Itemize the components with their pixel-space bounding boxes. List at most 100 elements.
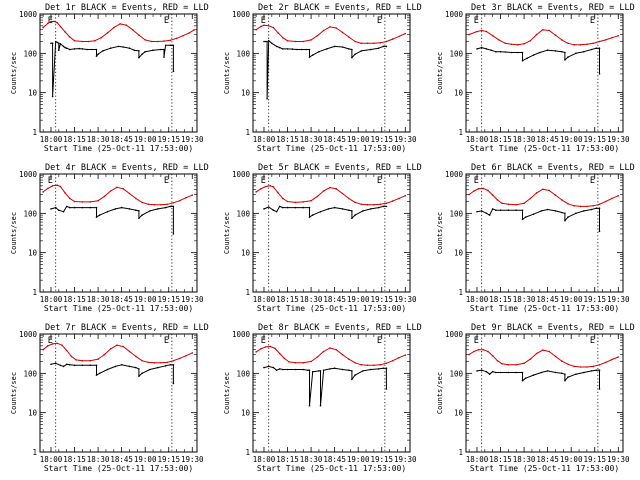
x-tick-label: 19:30	[181, 295, 204, 304]
events-data-point	[164, 44, 167, 47]
chart-panel: Det 8r BLACK = Events, RED = LLD 1 10 100 10…	[223, 323, 422, 473]
lld-data-point	[193, 29, 195, 31]
events-data-point	[135, 209, 137, 211]
x-tick-label: 18:45	[536, 135, 559, 144]
y-axis-label: Counts/sec	[436, 372, 444, 414]
events-data-point	[114, 208, 117, 210]
lld-data-point	[491, 34, 494, 37]
lld-data-point	[529, 358, 532, 360]
lld-data-point	[160, 204, 162, 206]
events-data-point	[62, 365, 65, 368]
events-data-point	[598, 73, 601, 75]
events-data-point	[327, 208, 330, 210]
lld-data-point	[354, 201, 356, 204]
lld-data-point	[523, 202, 525, 205]
plot-frame	[39, 13, 198, 133]
events-data-point	[163, 56, 165, 58]
lld-series-line	[468, 29, 619, 46]
lld-data-point	[535, 352, 538, 355]
events-data-point	[351, 378, 353, 381]
lld-series-line	[42, 20, 195, 42]
lld-data-point	[617, 356, 620, 358]
events-data-point	[286, 206, 289, 209]
events-data-point	[54, 40, 57, 43]
events-data-point	[98, 214, 101, 216]
lld-data-point	[366, 364, 369, 367]
lld-data-point	[404, 354, 407, 356]
y-tick-label: 100	[449, 49, 463, 58]
events-data-point	[311, 370, 314, 373]
events-data-point	[546, 208, 549, 211]
events-series-line	[50, 205, 174, 234]
lld-data-point	[548, 29, 550, 32]
events-data-point	[172, 205, 175, 208]
x-tick-label: 19:00	[134, 135, 157, 144]
events-data-point	[382, 205, 385, 208]
events-data-point	[351, 370, 353, 372]
events-data-point	[318, 370, 320, 372]
y-tick-label: 1	[245, 448, 250, 457]
x-tick-label: 18:00	[40, 295, 63, 304]
lld-data-point	[329, 26, 331, 28]
events-data-point	[370, 48, 372, 51]
lld-data-point	[277, 32, 279, 34]
x-tick-label: 18:45	[323, 455, 346, 464]
y-tick-label: 1000	[232, 330, 251, 339]
events-data-point	[291, 48, 294, 50]
events-data-point	[91, 48, 93, 51]
events-data-point	[69, 48, 71, 51]
y-tick-label: 100	[23, 369, 37, 378]
events-data-point	[583, 371, 585, 374]
x-tick-label: 18:15	[63, 455, 86, 464]
y-tick-label: 10	[241, 89, 251, 98]
lld-data-point	[42, 191, 44, 193]
events-data-point	[348, 369, 350, 372]
events-data-point	[341, 208, 344, 210]
events-data-point	[554, 210, 557, 212]
events-data-point	[590, 48, 593, 51]
chart-title: Det 1r BLACK = Events, RED = LLD	[45, 3, 209, 13]
events-data-point	[69, 206, 71, 209]
x-tick-label: 19:15	[157, 295, 180, 304]
lld-data-point	[255, 351, 257, 353]
lld-data-point	[81, 359, 84, 362]
x-tick-label: 18:00	[40, 135, 63, 144]
y-tick-label: 10	[28, 89, 38, 98]
lld-data-point	[404, 32, 407, 35]
lld-data-point	[476, 30, 478, 33]
lld-data-point	[507, 203, 510, 206]
lld-data-point	[128, 350, 131, 353]
x-tick-label: 18:00	[253, 295, 276, 304]
lld-data-point	[517, 44, 519, 46]
plot-frame	[252, 173, 411, 293]
lld-series-line	[468, 187, 619, 207]
events-data-point	[120, 364, 123, 366]
lld-data-point	[182, 34, 184, 37]
lld-data-point	[255, 28, 257, 31]
y-tick-label: 100	[236, 369, 250, 378]
x-tick-label: 19:00	[560, 295, 583, 304]
events-data-point	[308, 404, 311, 407]
lld-data-point	[160, 362, 162, 364]
y-tick-label: 1000	[232, 10, 251, 19]
events-data-point	[54, 362, 57, 365]
events-data-point	[138, 368, 140, 370]
x-tick-label: 18:00	[253, 455, 276, 464]
lld-data-point	[73, 39, 76, 42]
events-data-point	[157, 366, 159, 369]
x-tick-label: 19:15	[157, 455, 180, 464]
events-data-point	[499, 371, 502, 374]
events-data-point	[351, 56, 353, 59]
lld-data-point	[335, 348, 338, 351]
lld-data-point	[147, 361, 150, 364]
events-data-point	[377, 206, 380, 209]
y-tick-label: 100	[236, 49, 250, 58]
events-data-point	[598, 230, 601, 233]
x-tick-label: 18:30	[513, 455, 536, 464]
lld-data-point	[310, 39, 312, 41]
events-data-point	[302, 368, 305, 371]
events-data-point	[382, 45, 385, 48]
events-data-point	[305, 48, 308, 51]
lld-data-point	[598, 40, 601, 43]
events-data-point	[102, 50, 104, 52]
